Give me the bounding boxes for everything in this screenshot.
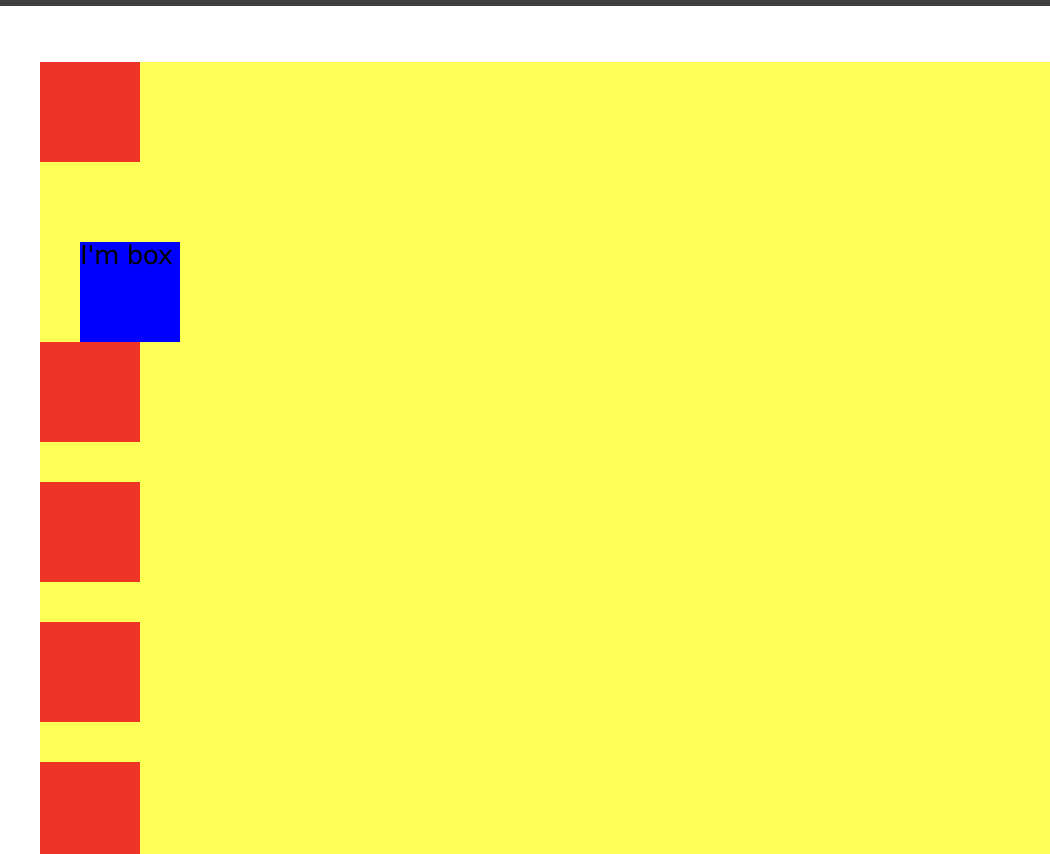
window-top-bar	[0, 0, 1050, 6]
blue-box-label: I'm box	[80, 241, 173, 271]
red-box	[40, 482, 140, 582]
red-box	[40, 762, 140, 854]
red-box	[40, 622, 140, 722]
yellow-container: I'm box	[40, 62, 1050, 854]
blue-box: I'm box	[80, 242, 180, 342]
red-box	[40, 342, 140, 442]
red-box	[40, 62, 140, 162]
